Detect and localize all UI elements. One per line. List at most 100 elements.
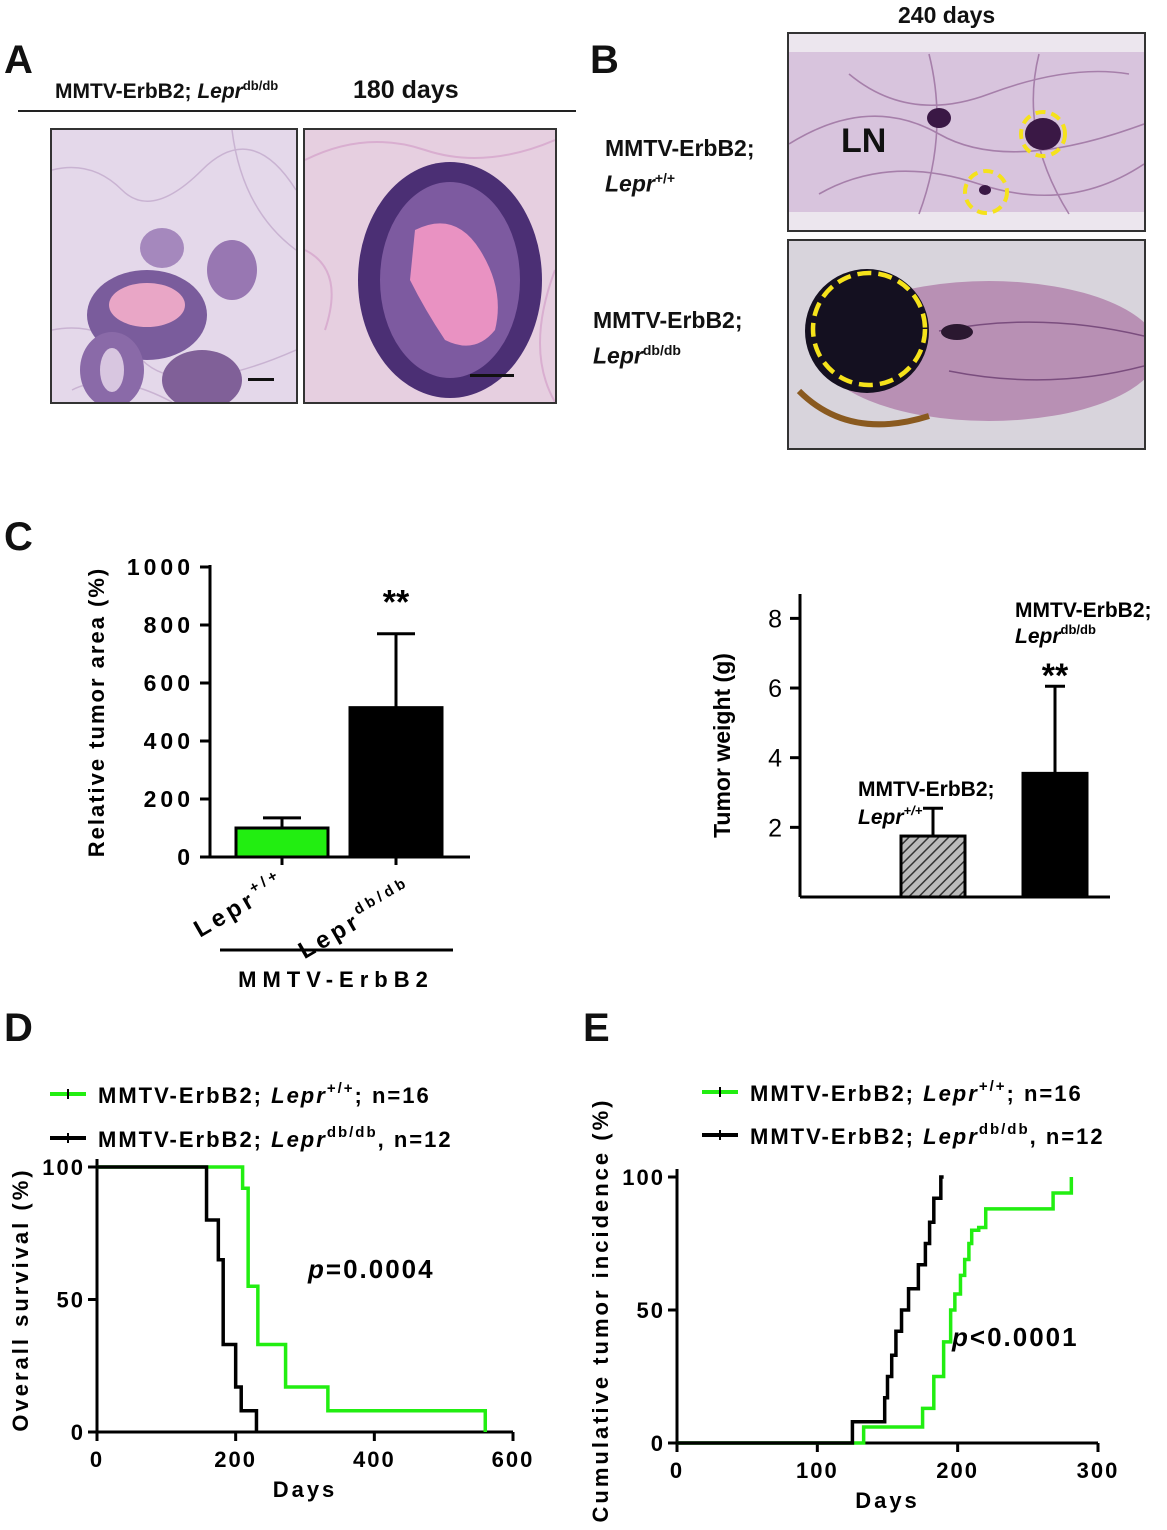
legend-label: MMTV-ErbB2; Lepr+/+; n=16 bbox=[98, 1080, 431, 1108]
x-axis-title: Days bbox=[273, 1477, 338, 1502]
x-tick-label: 400 bbox=[353, 1447, 396, 1472]
legend-gene: Lepr bbox=[271, 1083, 327, 1108]
bar bbox=[348, 706, 444, 859]
wholemount-dbdb-svg bbox=[789, 241, 1144, 448]
y-axis-title: Cumulative tumor incidence (%) bbox=[588, 1098, 613, 1523]
histology-image-high-mag bbox=[303, 128, 557, 404]
significance-label: ** bbox=[383, 584, 410, 622]
bar-label-1-line1: MMTV-ErbB2; bbox=[858, 778, 995, 801]
panel-a-genotype-label: MMTV-ErbB2; Leprdb/db bbox=[55, 78, 278, 104]
legend-label: MMTV-ErbB2; Leprdb/db, n=12 bbox=[750, 1121, 1105, 1149]
panel-b-days: 240 days bbox=[898, 2, 996, 28]
series-line bbox=[677, 1175, 944, 1445]
wholemount-image-dbdb bbox=[787, 239, 1146, 450]
chart-c-left: 0 200 400 600 800 1000 Relative tumor area (%)… bbox=[84, 554, 470, 992]
panel-a-letter: A bbox=[4, 38, 33, 82]
legend-gene: Lepr bbox=[923, 1081, 979, 1106]
legend-sup: db/db bbox=[327, 1124, 378, 1141]
panel-e-letter: E bbox=[583, 1006, 610, 1050]
y-tick-label: 200 bbox=[144, 786, 194, 812]
y-tick-label: 800 bbox=[144, 612, 194, 638]
y-tick-label: 600 bbox=[144, 670, 194, 696]
panel-b-row2-sup: db/db bbox=[642, 342, 681, 358]
histology-high-svg bbox=[305, 139, 555, 402]
panel-b-row1-sup: +/+ bbox=[654, 170, 676, 186]
legend-prefix: MMTV-ErbB2; bbox=[750, 1081, 923, 1106]
bar-label-2-gene: Lepr bbox=[1015, 625, 1062, 648]
legend-suffix: , n=12 bbox=[1030, 1124, 1105, 1149]
y-tick-label: 6 bbox=[768, 675, 782, 703]
histology-low-svg bbox=[52, 130, 296, 402]
x-tick-label: Lepr+/+ bbox=[187, 865, 291, 943]
y-tick-label: 0 bbox=[177, 844, 194, 870]
panel-d-letter: D bbox=[4, 1006, 33, 1050]
legend-suffix: ; n=16 bbox=[355, 1083, 431, 1108]
x-axis-title: Days bbox=[855, 1488, 920, 1513]
p-value-label: p=0.0004 bbox=[307, 1254, 435, 1284]
y-tick-label: 0 bbox=[651, 1431, 665, 1456]
panel-a-rule bbox=[18, 110, 576, 112]
p-value-p: p bbox=[951, 1322, 970, 1352]
group-label: MMTV-ErbB2 bbox=[238, 967, 434, 992]
y-tick-label: 8 bbox=[768, 605, 782, 633]
legend-sup: +/+ bbox=[327, 1080, 355, 1097]
x-tick-label: 300 bbox=[1077, 1458, 1120, 1483]
legend-sup: +/+ bbox=[979, 1078, 1007, 1095]
x-tick-label: 0 bbox=[90, 1447, 104, 1472]
panel-a-prefix: MMTV-ErbB2; bbox=[55, 80, 198, 103]
legend-sup: db/db bbox=[979, 1121, 1030, 1138]
p-value-rest: <0.0001 bbox=[970, 1322, 1079, 1352]
y-axis-title: Relative tumor area (%) bbox=[84, 567, 109, 858]
x-tick-label-sup: +/+ bbox=[246, 865, 284, 897]
y-tick-label: 4 bbox=[768, 745, 782, 773]
bar bbox=[234, 826, 330, 859]
y-tick-label: 400 bbox=[144, 728, 194, 754]
series-line bbox=[97, 1165, 259, 1432]
legend-gene: Lepr bbox=[923, 1124, 979, 1149]
legend-suffix: ; n=16 bbox=[1007, 1081, 1083, 1106]
panel-b-row1-line1: MMTV-ErbB2; bbox=[605, 135, 755, 161]
bar-label-1-sup: +/+ bbox=[904, 803, 923, 818]
chart-e: 0 50 100 0 100 200 300 Days Cumulative tumor inc… bbox=[588, 1078, 1120, 1523]
panel-b-row2-gene: Lepr bbox=[593, 342, 643, 369]
y-tick-label: 0 bbox=[71, 1420, 85, 1445]
x-tick-label-gene: Lepr bbox=[294, 907, 366, 964]
legend-prefix: MMTV-ErbB2; bbox=[98, 1127, 271, 1152]
y-tick-label: 50 bbox=[637, 1298, 665, 1323]
x-tick-label-gene: Lepr bbox=[189, 886, 261, 943]
legend-label: MMTV-ErbB2; Lepr+/+; n=16 bbox=[750, 1078, 1083, 1106]
bar-label-1-gene: Lepr bbox=[858, 806, 905, 829]
legend-prefix: MMTV-ErbB2; bbox=[750, 1124, 923, 1149]
panel-a-gene: Lepr bbox=[197, 80, 243, 103]
x-tick-label: 0 bbox=[670, 1458, 684, 1483]
p-value-rest: =0.0004 bbox=[326, 1254, 435, 1284]
panel-a-sup: db/db bbox=[242, 78, 279, 93]
y-tick-label: 2 bbox=[768, 814, 782, 842]
y-tick-label: 1000 bbox=[127, 554, 194, 580]
series-line bbox=[677, 1177, 1074, 1445]
wholemount-wt-svg: LN bbox=[789, 34, 1144, 230]
chart-d: 0 50 100 0 200 400 600 Days Overall survival (%)… bbox=[8, 1080, 535, 1502]
legend-prefix: MMTV-ErbB2; bbox=[98, 1083, 271, 1108]
bar-label-2-line1: MMTV-ErbB2; bbox=[1015, 599, 1152, 622]
panel-b-row2-line1: MMTV-ErbB2; bbox=[593, 307, 743, 333]
x-tick-label: 600 bbox=[492, 1447, 535, 1472]
y-tick-label: 100 bbox=[622, 1165, 665, 1190]
bar bbox=[899, 834, 967, 899]
histology-image-low-mag bbox=[50, 128, 298, 404]
x-tick-label-sup: db/db bbox=[351, 873, 412, 918]
panel-b-row2-label: MMTV-ErbB2; Leprdb/db bbox=[593, 305, 743, 371]
panel-c-letter: C bbox=[4, 515, 33, 559]
x-tick-label: 100 bbox=[796, 1458, 839, 1483]
y-tick-label: 100 bbox=[42, 1155, 85, 1180]
legend-suffix: , n=12 bbox=[378, 1127, 453, 1152]
lymph-node-label: LN bbox=[841, 122, 886, 160]
y-axis-title: Tumor weight (g) bbox=[709, 653, 735, 838]
y-tick-label: 50 bbox=[57, 1288, 85, 1313]
significance-label: ** bbox=[1042, 657, 1069, 695]
series-line bbox=[97, 1165, 488, 1432]
bar-label-2-sup: db/db bbox=[1061, 622, 1096, 637]
panel-b-letter: B bbox=[590, 38, 619, 82]
p-value-label: p<0.0001 bbox=[951, 1322, 1079, 1352]
